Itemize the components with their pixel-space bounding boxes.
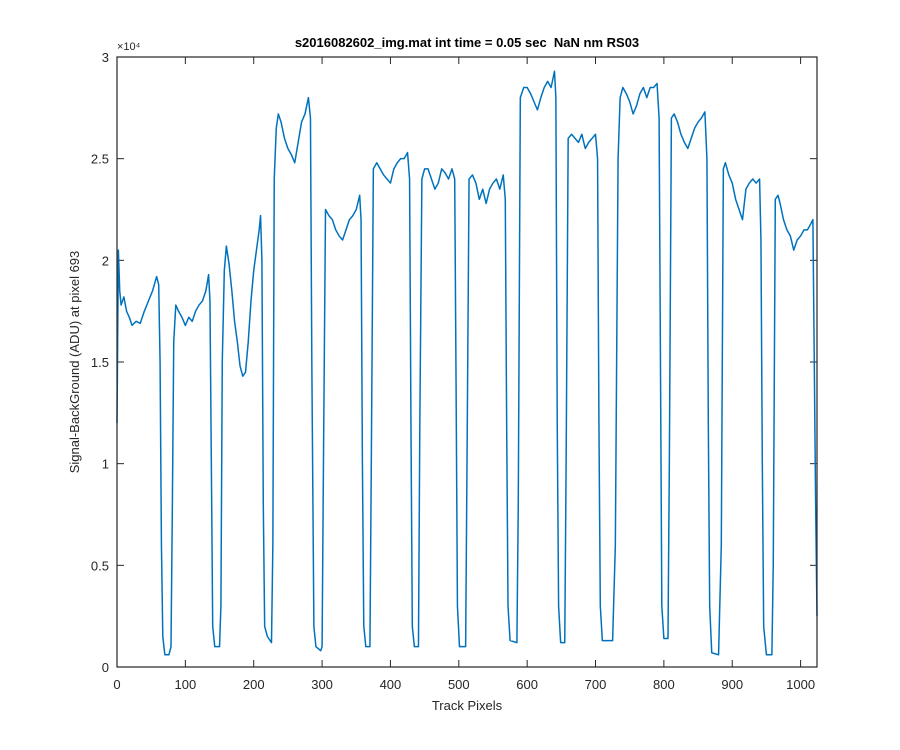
x-tick-label: 100 bbox=[175, 677, 197, 692]
y-tick-label: 1.5 bbox=[91, 355, 109, 370]
x-axis-label: Track Pixels bbox=[432, 698, 503, 713]
x-tick-label: 0 bbox=[113, 677, 120, 692]
x-tick-label: 300 bbox=[311, 677, 333, 692]
y-axis-label: Signal-BackGround (ADU) at pixel 693 bbox=[67, 251, 82, 474]
x-tick-label: 800 bbox=[653, 677, 675, 692]
x-tick-label: 700 bbox=[585, 677, 607, 692]
x-tick-label: 500 bbox=[448, 677, 470, 692]
x-tick-label: 200 bbox=[243, 677, 265, 692]
y-tick-label: 3 bbox=[102, 50, 109, 65]
y-tick-label: 0.5 bbox=[91, 558, 109, 573]
y-tick-label: 1 bbox=[102, 457, 109, 472]
y-tick-label: 2 bbox=[102, 253, 109, 268]
plot-frame bbox=[116, 56, 818, 668]
y-tick-label: 2.5 bbox=[91, 152, 109, 167]
chart-title: s2016082602_img.mat int time = 0.05 sec … bbox=[295, 35, 639, 50]
data-line bbox=[116, 70, 818, 656]
y-tick-label: 0 bbox=[102, 660, 109, 675]
y-multiplier: ×10⁴ bbox=[117, 41, 141, 53]
x-tick-label: 600 bbox=[516, 677, 538, 692]
x-tick-label: 1000 bbox=[786, 677, 815, 692]
x-tick-label: 900 bbox=[721, 677, 743, 692]
x-tick-label: 400 bbox=[380, 677, 402, 692]
